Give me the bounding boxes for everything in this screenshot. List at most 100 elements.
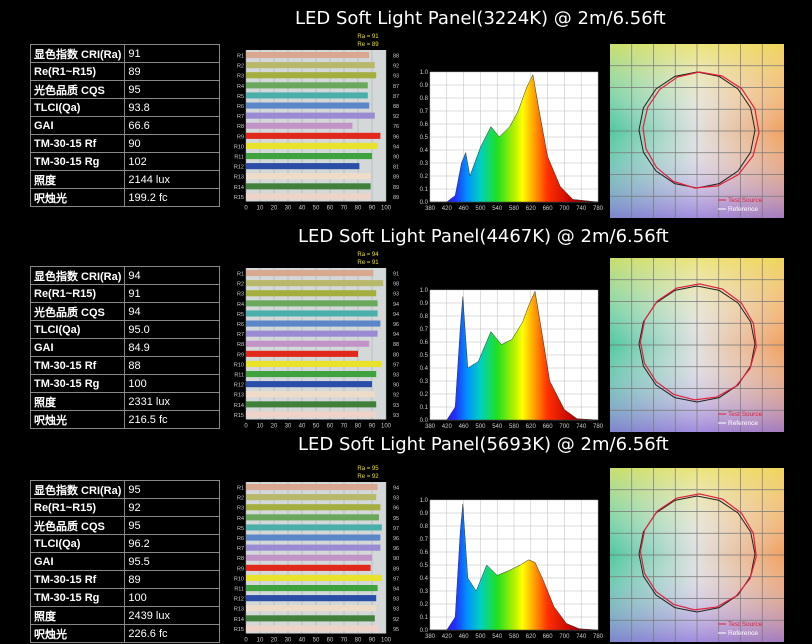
metric-value: 94 [124, 266, 221, 285]
r-x-tick: 70 [341, 424, 348, 430]
spectrum-y-tick: 0.0 [420, 628, 429, 634]
r-value-label: 95 [393, 516, 399, 522]
r-category-label: R9 [237, 352, 244, 358]
metric-row: 显色指数 CRI(Ra) 94 [29, 266, 221, 285]
metric-label: 光色品质 CQS [29, 516, 126, 535]
metric-row: Re(R1~R15) 92 [29, 498, 221, 517]
spectrum-y-tick: 0.5 [420, 135, 429, 141]
spectrum-x-tick: 460 [459, 634, 470, 640]
r-value-label: 87 [393, 84, 399, 90]
r-x-tick: 90 [369, 206, 376, 212]
legend-test-source: Test Source [728, 197, 763, 204]
r-bar [246, 371, 377, 378]
spectrum-y-tick: 0.9 [420, 511, 429, 517]
r-x-tick: 100 [381, 638, 392, 644]
spectrum-x-tick: 660 [543, 634, 554, 640]
r-x-tick: 10 [257, 424, 264, 430]
spectrum-x-tick: 780 [593, 424, 604, 430]
r-value-label: 96 [393, 546, 399, 552]
metric-row: TLCI(Qa) 96.2 [29, 534, 221, 553]
r-bar [246, 280, 384, 287]
spectrum-x-tick: 420 [442, 206, 453, 212]
metric-row: TM-30-15 Rg 102 [29, 152, 221, 171]
metric-row: 照度 2331 lux [29, 392, 221, 411]
r-x-tick: 60 [327, 424, 334, 430]
r-value-label: 97 [393, 576, 399, 582]
metric-label: Re(R1~R15) [29, 62, 126, 81]
r-value-label: 93 [393, 292, 399, 298]
metric-value: 92 [124, 498, 221, 517]
ra-label: Ra = 91 [357, 34, 379, 40]
spectrum-x-tick: 660 [543, 206, 554, 212]
r-bar [246, 310, 378, 317]
r-x-tick: 100 [381, 424, 392, 430]
spectrum-y-tick: 1.0 [420, 498, 429, 504]
metric-value: 216.5 fc [124, 410, 221, 429]
spectrum-y-tick: 0.5 [420, 353, 429, 359]
r-x-tick: 30 [285, 638, 292, 644]
r-value-label: 94 [393, 587, 399, 593]
r-value-label: 94 [393, 312, 399, 318]
metric-value: 66.6 [124, 116, 221, 135]
metric-row: 显色指数 CRI(Ra) 91 [29, 44, 221, 63]
r-bar [246, 605, 377, 612]
r-bar [246, 62, 375, 69]
metric-row: 显色指数 CRI(Ra) 95 [29, 480, 221, 499]
legend-reference: Reference [728, 630, 758, 637]
spectrum-area [430, 290, 599, 421]
spectrum-x-tick: 540 [492, 206, 503, 212]
spectrum-x-tick: 500 [475, 634, 486, 640]
r-x-tick: 50 [313, 206, 320, 212]
r-bar [246, 290, 377, 297]
r-category-label: R12 [234, 383, 244, 389]
r-bar [246, 163, 360, 170]
metric-value: 90 [124, 134, 221, 153]
color-gamut-chart: Test Source Reference [610, 258, 784, 432]
spectrum-x-tick: 700 [559, 634, 570, 640]
r-x-tick: 40 [299, 638, 306, 644]
spectrum-y-tick: 0.4 [420, 576, 429, 582]
metric-row: 呎烛光 199.2 fc [29, 188, 221, 207]
r-bar [246, 484, 378, 491]
metric-value: 2144 lux [124, 170, 221, 189]
metrics-table: 显色指数 CRI(Ra) 94 Re(R1~R15) 91 光色品质 CQS 94 TLCI… [29, 266, 221, 429]
panel-3224k: LED Soft Light Panel(3224K) @ 2m/6.56ft 显… [0, 0, 812, 218]
r-value-label: 89 [393, 195, 399, 201]
r-x-tick: 50 [313, 424, 320, 430]
r-value-label: 92 [393, 393, 399, 399]
r-bar [246, 524, 382, 531]
spectrum-x-tick: 740 [576, 424, 587, 430]
spectrum-y-tick: 0.3 [420, 161, 429, 167]
metric-row: 光色品质 CQS 95 [29, 516, 221, 535]
metric-row: Re(R1~R15) 91 [29, 284, 221, 303]
r-category-label: R8 [237, 342, 244, 348]
spectrum-x-tick: 740 [576, 206, 587, 212]
panel-title: LED Soft Light Panel(5693K) @ 2m/6.56ft [298, 434, 669, 455]
metric-label: TM-30-15 Rg [29, 374, 126, 393]
metric-value: 84.9 [124, 338, 221, 357]
metric-label: 光色品质 CQS [29, 302, 126, 321]
r-category-label: R4 [237, 302, 244, 308]
metric-row: 呎烛光 216.5 fc [29, 410, 221, 429]
r-category-label: R7 [237, 546, 244, 552]
metric-label: TLCI(Qa) [29, 534, 126, 553]
r-value-label: 81 [393, 165, 399, 171]
r-category-label: R8 [237, 124, 244, 130]
r-bar [246, 132, 381, 139]
r-x-tick: 70 [341, 206, 348, 212]
r-x-tick: 80 [355, 206, 362, 212]
test-source-gamut-outline [642, 71, 760, 189]
r-value-label: 89 [393, 185, 399, 191]
r-bar [246, 504, 381, 511]
r-value-label: 93 [393, 403, 399, 409]
r-bar [246, 72, 377, 79]
metric-label: TM-30-15 Rg [29, 152, 126, 171]
metric-value: 2439 lux [124, 606, 221, 625]
r-value-label: 94 [393, 486, 399, 492]
spectrum-y-tick: 0.4 [420, 366, 429, 372]
spectrum-y-tick: 0.6 [420, 122, 429, 128]
test-source-gamut-outline [639, 283, 757, 401]
legend-test-source: Test Source [728, 621, 763, 628]
r-x-tick: 50 [313, 638, 320, 644]
metric-label: TM-30-15 Rf [29, 356, 126, 375]
